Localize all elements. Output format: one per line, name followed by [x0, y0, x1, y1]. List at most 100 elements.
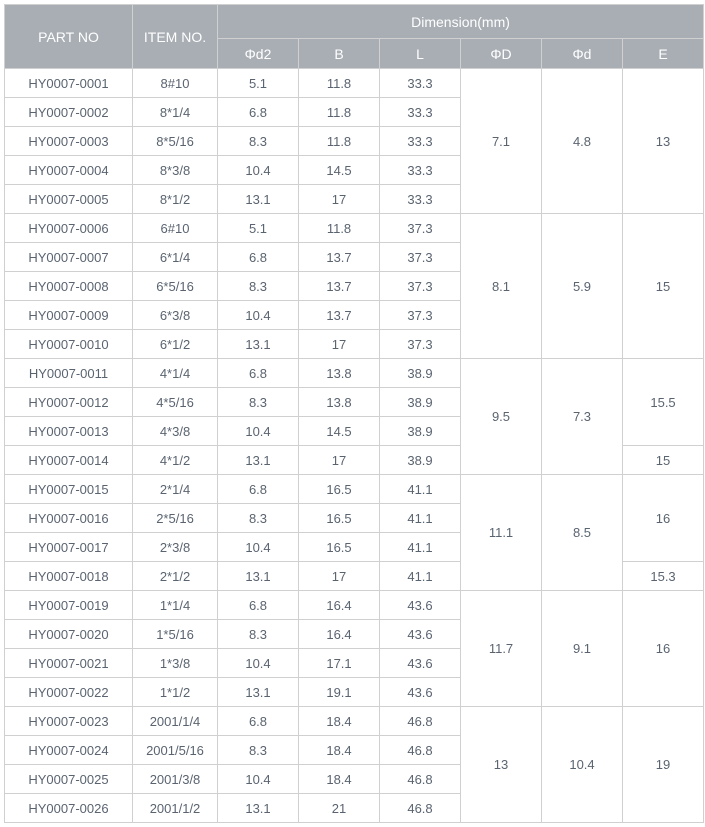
cell-part-no: HY0007-0006 — [5, 214, 133, 243]
cell-B: 17 — [299, 330, 380, 359]
cell-part-no: HY0007-0001 — [5, 69, 133, 98]
cell-d2: 6.8 — [218, 359, 299, 388]
cell-B: 13.7 — [299, 272, 380, 301]
cell-part-no: HY0007-0011 — [5, 359, 133, 388]
cell-B: 13.7 — [299, 301, 380, 330]
table-head: PART NO ITEM NO. Dimension(mm) Φd2 B L Φ… — [5, 5, 704, 69]
cell-item-no: 1*3/8 — [133, 649, 218, 678]
cell-E: 16 — [623, 591, 704, 707]
cell-part-no: HY0007-0003 — [5, 127, 133, 156]
cell-d2: 6.8 — [218, 243, 299, 272]
cell-B: 21 — [299, 794, 380, 823]
cell-part-no: HY0007-0005 — [5, 185, 133, 214]
cell-item-no: 2*5/16 — [133, 504, 218, 533]
cell-d2: 5.1 — [218, 214, 299, 243]
cell-B: 11.8 — [299, 69, 380, 98]
cell-item-no: 2*3/8 — [133, 533, 218, 562]
cell-d2: 13.1 — [218, 562, 299, 591]
table-row: HY0007-00152*1/46.816.541.111.18.516 — [5, 475, 704, 504]
cell-d2: 13.1 — [218, 794, 299, 823]
cell-B: 16.5 — [299, 533, 380, 562]
cell-B: 17 — [299, 562, 380, 591]
cell-L: 46.8 — [380, 736, 461, 765]
cell-B: 16.4 — [299, 620, 380, 649]
cell-d2: 6.8 — [218, 591, 299, 620]
col-B: B — [299, 39, 380, 69]
dimension-table: PART NO ITEM NO. Dimension(mm) Φd2 B L Φ… — [4, 4, 704, 823]
cell-item-no: 6#10 — [133, 214, 218, 243]
cell-part-no: HY0007-0013 — [5, 417, 133, 446]
col-D: ΦD — [461, 39, 542, 69]
cell-part-no: HY0007-0017 — [5, 533, 133, 562]
cell-part-no: HY0007-0022 — [5, 678, 133, 707]
cell-part-no: HY0007-0025 — [5, 765, 133, 794]
cell-B: 16.5 — [299, 504, 380, 533]
cell-item-no: 8*3/8 — [133, 156, 218, 185]
cell-part-no: HY0007-0026 — [5, 794, 133, 823]
cell-L: 38.9 — [380, 446, 461, 475]
col-E: E — [623, 39, 704, 69]
cell-item-no: 6*5/16 — [133, 272, 218, 301]
cell-D: 8.1 — [461, 214, 542, 359]
cell-B: 16.5 — [299, 475, 380, 504]
cell-d2: 13.1 — [218, 446, 299, 475]
cell-B: 11.8 — [299, 214, 380, 243]
cell-L: 41.1 — [380, 475, 461, 504]
cell-part-no: HY0007-0020 — [5, 620, 133, 649]
cell-E: 19 — [623, 707, 704, 823]
cell-d2: 8.3 — [218, 504, 299, 533]
cell-L: 41.1 — [380, 562, 461, 591]
cell-d2: 13.1 — [218, 678, 299, 707]
table-row: HY0007-00066#105.111.837.38.15.915 — [5, 214, 704, 243]
cell-item-no: 1*1/4 — [133, 591, 218, 620]
cell-L: 46.8 — [380, 707, 461, 736]
cell-L: 33.3 — [380, 98, 461, 127]
cell-item-no: 6*3/8 — [133, 301, 218, 330]
cell-E: 15.3 — [623, 562, 704, 591]
cell-E: 15 — [623, 214, 704, 359]
cell-part-no: HY0007-0021 — [5, 649, 133, 678]
cell-item-no: 2001/1/2 — [133, 794, 218, 823]
cell-d: 4.8 — [542, 69, 623, 214]
cell-d2: 10.4 — [218, 533, 299, 562]
cell-item-no: 8*1/4 — [133, 98, 218, 127]
cell-L: 37.3 — [380, 214, 461, 243]
cell-B: 19.1 — [299, 678, 380, 707]
table-body: HY0007-00018#105.111.833.37.14.813HY0007… — [5, 69, 704, 823]
cell-L: 33.3 — [380, 127, 461, 156]
cell-d2: 6.8 — [218, 98, 299, 127]
cell-B: 11.8 — [299, 127, 380, 156]
cell-d2: 13.1 — [218, 185, 299, 214]
cell-L: 41.1 — [380, 504, 461, 533]
cell-B: 13.8 — [299, 388, 380, 417]
table-row: HY0007-00191*1/46.816.443.611.79.116 — [5, 591, 704, 620]
cell-L: 37.3 — [380, 272, 461, 301]
cell-item-no: 2001/5/16 — [133, 736, 218, 765]
cell-L: 33.3 — [380, 69, 461, 98]
cell-part-no: HY0007-0015 — [5, 475, 133, 504]
col-part-no: PART NO — [5, 5, 133, 69]
cell-B: 13.7 — [299, 243, 380, 272]
cell-B: 14.5 — [299, 156, 380, 185]
cell-E: 15.5 — [623, 359, 704, 446]
cell-L: 41.1 — [380, 533, 461, 562]
cell-item-no: 6*1/2 — [133, 330, 218, 359]
cell-L: 37.3 — [380, 301, 461, 330]
cell-L: 46.8 — [380, 765, 461, 794]
cell-item-no: 4*5/16 — [133, 388, 218, 417]
cell-part-no: HY0007-0014 — [5, 446, 133, 475]
col-item-no: ITEM NO. — [133, 5, 218, 69]
cell-D: 7.1 — [461, 69, 542, 214]
cell-part-no: HY0007-0008 — [5, 272, 133, 301]
cell-part-no: HY0007-0002 — [5, 98, 133, 127]
cell-part-no: HY0007-0019 — [5, 591, 133, 620]
cell-B: 17 — [299, 185, 380, 214]
cell-item-no: 4*1/2 — [133, 446, 218, 475]
cell-L: 43.6 — [380, 649, 461, 678]
cell-D: 9.5 — [461, 359, 542, 475]
cell-part-no: HY0007-0009 — [5, 301, 133, 330]
cell-item-no: 2001/3/8 — [133, 765, 218, 794]
cell-B: 16.4 — [299, 591, 380, 620]
cell-E: 15 — [623, 446, 704, 475]
cell-D: 11.1 — [461, 475, 542, 591]
